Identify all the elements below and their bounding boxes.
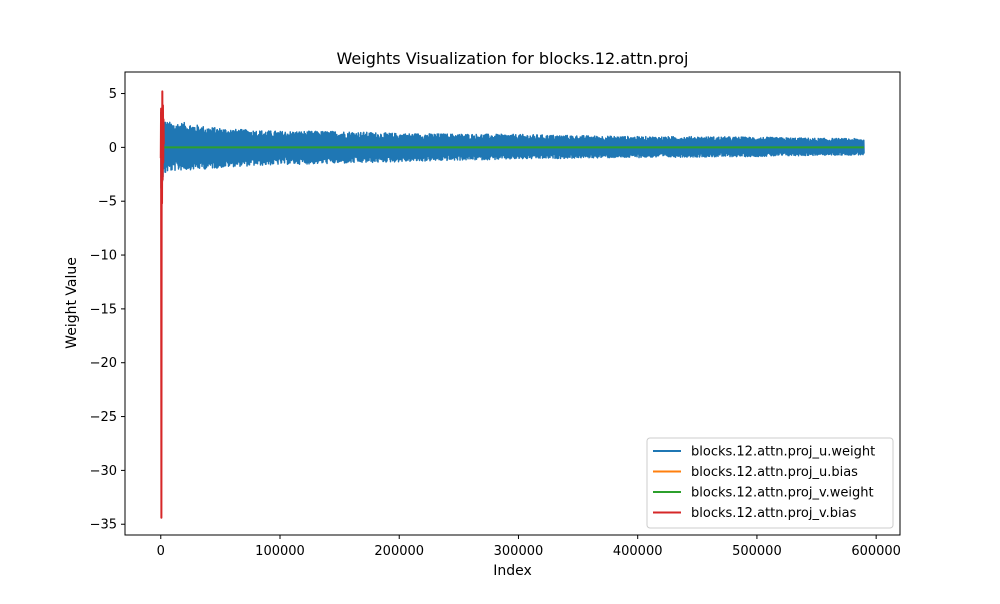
x-tick-label: 100000 bbox=[255, 544, 305, 559]
plot-frame bbox=[124, 71, 901, 536]
legend-entry: blocks.12.attn.proj_u.weight bbox=[691, 445, 875, 460]
x-axis-label: Index bbox=[493, 563, 532, 579]
x-tick-label: 400000 bbox=[613, 544, 663, 559]
x-tick-label: 300000 bbox=[494, 544, 544, 559]
y-tick-label: −15 bbox=[90, 302, 117, 317]
series-line-proj-v-bias bbox=[159, 90, 165, 519]
x-tick-label: 0 bbox=[157, 544, 165, 559]
y-tick-label: 0 bbox=[109, 141, 117, 156]
chart-title: Weights Visualization for blocks.12.attn… bbox=[337, 49, 689, 68]
y-tick-label: −20 bbox=[90, 356, 117, 371]
plot-area bbox=[159, 90, 865, 519]
x-tick-label: 600000 bbox=[851, 544, 901, 559]
y-tick-label: −5 bbox=[98, 195, 117, 210]
y-tick-label: −10 bbox=[90, 249, 117, 264]
y-tick-label: −30 bbox=[90, 464, 117, 479]
axes: 0 100000 200000 300000 400000 500000 600000 5 0 −… bbox=[90, 71, 901, 559]
y-tick-label: −25 bbox=[90, 410, 117, 425]
legend-entry: blocks.12.attn.proj_v.weight bbox=[691, 486, 874, 501]
y-tick-label: 5 bbox=[109, 87, 117, 102]
legend-entry: blocks.12.attn.proj_u.bias bbox=[691, 465, 858, 480]
legend-entry: blocks.12.attn.proj_v.bias bbox=[691, 506, 857, 521]
legend: blocks.12.attn.proj_u.weight blocks.12.at… bbox=[646, 437, 894, 529]
x-tick-label: 200000 bbox=[374, 544, 424, 559]
y-axis-label: Weight Value bbox=[64, 257, 80, 349]
legend-box bbox=[646, 437, 894, 529]
x-tick-label: 500000 bbox=[732, 544, 782, 559]
y-tick-label: −35 bbox=[90, 518, 117, 533]
